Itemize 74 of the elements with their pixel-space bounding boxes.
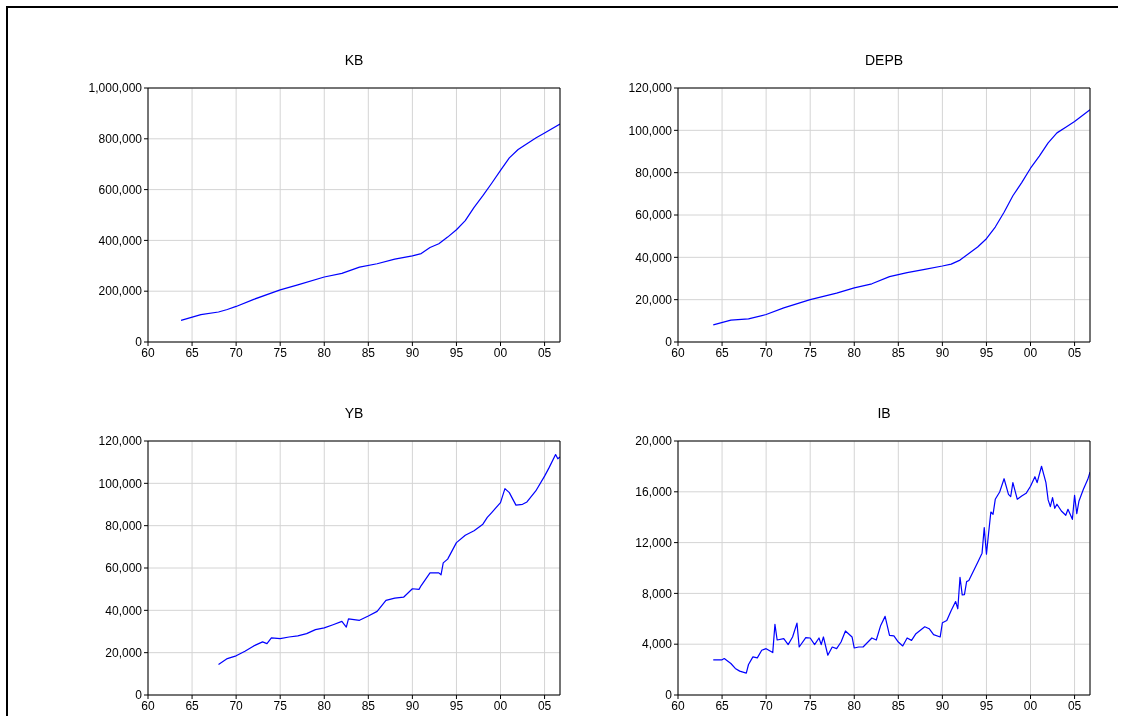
y-tick-label: 120,000 xyxy=(628,81,673,96)
x-tick-label: 85 xyxy=(361,698,376,713)
x-tick-label: 60 xyxy=(141,698,155,713)
y-tick-label: 12,000 xyxy=(635,535,673,550)
y-tick-label: 800,000 xyxy=(98,132,143,147)
x-tick-label: 95 xyxy=(979,698,994,713)
chart-title: YB xyxy=(343,404,365,423)
x-tick-label: 75 xyxy=(273,698,288,713)
y-tick-label: 16,000 xyxy=(635,485,673,500)
line-series xyxy=(217,453,560,666)
y-tick-label: 120,000 xyxy=(98,434,143,449)
y-tick-label: 20,000 xyxy=(635,434,673,449)
x-tick-label: 70 xyxy=(229,345,244,360)
line-series xyxy=(180,123,560,322)
x-tick-label: 75 xyxy=(803,698,818,713)
x-tick-label: 65 xyxy=(185,698,200,713)
chart-title: IB xyxy=(876,404,892,423)
x-tick-label: 95 xyxy=(979,345,994,360)
chart-title: KB xyxy=(343,51,365,70)
x-tick-label: 80 xyxy=(847,698,862,713)
x-tick-label: 05 xyxy=(1067,345,1082,360)
x-tick-label: 75 xyxy=(273,345,288,360)
x-tick-label: 05 xyxy=(537,698,552,713)
y-tick-label: 0 xyxy=(665,688,673,703)
y-tick-label: 100,000 xyxy=(98,476,143,491)
y-tick-label: 400,000 xyxy=(98,233,143,248)
x-tick-label: 90 xyxy=(405,698,420,713)
y-tick-label: 8,000 xyxy=(641,586,673,601)
x-tick-label: 85 xyxy=(361,345,376,360)
x-tick-label: 70 xyxy=(229,698,244,713)
x-tick-label: 90 xyxy=(935,345,950,360)
y-tick-label: 80,000 xyxy=(105,518,143,533)
y-tick-label: 100,000 xyxy=(628,123,673,138)
x-tick-label: 90 xyxy=(935,698,950,713)
x-tick-label: 70 xyxy=(759,345,774,360)
y-tick-label: 4,000 xyxy=(641,637,673,652)
x-tick-label: 85 xyxy=(891,345,906,360)
x-tick-label: 05 xyxy=(1067,698,1082,713)
x-tick-label: 60 xyxy=(671,698,685,713)
x-tick-label: 00 xyxy=(493,698,508,713)
x-tick-label: 00 xyxy=(1023,698,1038,713)
y-tick-label: 600,000 xyxy=(98,182,143,197)
line-series xyxy=(712,465,1090,674)
x-tick-label: 70 xyxy=(759,698,774,713)
x-tick-label: 80 xyxy=(847,345,862,360)
x-tick-label: 65 xyxy=(715,345,730,360)
y-tick-label: 20,000 xyxy=(105,645,143,660)
y-tick-label: 40,000 xyxy=(105,603,143,618)
y-tick-label: 1,000,000 xyxy=(88,81,143,96)
x-tick-label: 95 xyxy=(449,698,464,713)
x-tick-label: 95 xyxy=(449,345,464,360)
x-tick-label: 90 xyxy=(405,345,420,360)
x-tick-label: 00 xyxy=(493,345,508,360)
x-tick-label: 60 xyxy=(141,345,155,360)
y-tick-label: 60,000 xyxy=(105,561,143,576)
x-tick-label: 80 xyxy=(317,698,332,713)
y-tick-label: 60,000 xyxy=(635,208,673,223)
y-tick-label: 0 xyxy=(135,688,143,703)
y-tick-label: 0 xyxy=(135,335,143,350)
x-tick-label: 85 xyxy=(891,698,906,713)
y-tick-label: 80,000 xyxy=(635,165,673,180)
x-tick-label: 05 xyxy=(537,345,552,360)
x-tick-label: 65 xyxy=(715,698,730,713)
x-tick-label: 80 xyxy=(317,345,332,360)
line-series xyxy=(712,109,1090,326)
x-tick-label: 65 xyxy=(185,345,200,360)
chart-title: DEPB xyxy=(863,51,905,70)
x-tick-label: 00 xyxy=(1023,345,1038,360)
x-tick-label: 75 xyxy=(803,345,818,360)
y-tick-label: 20,000 xyxy=(635,292,673,307)
y-tick-label: 40,000 xyxy=(635,250,673,265)
y-tick-label: 200,000 xyxy=(98,284,143,299)
y-tick-label: 0 xyxy=(665,335,673,350)
x-tick-label: 60 xyxy=(671,345,685,360)
